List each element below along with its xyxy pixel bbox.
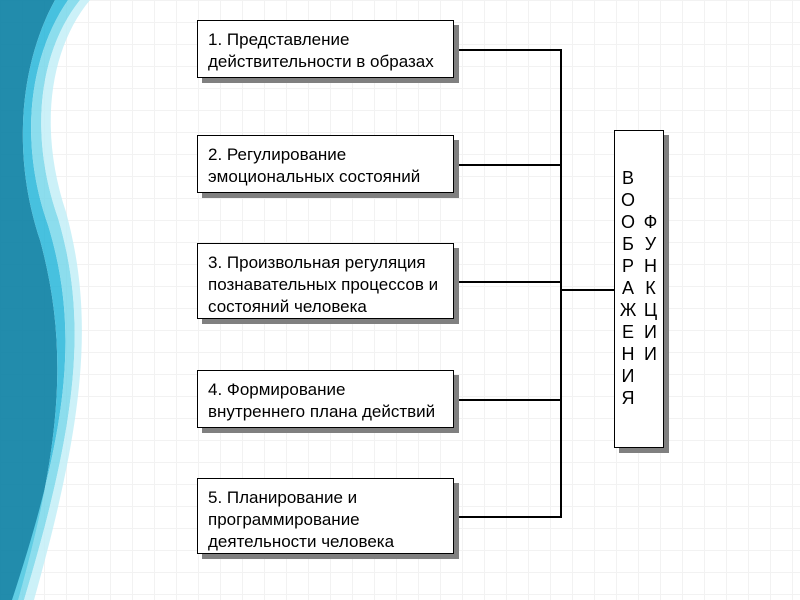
box-1-text: 1. Представление действительности в обра… bbox=[208, 30, 434, 71]
bracket-branch-2 bbox=[454, 164, 562, 166]
bracket-to-title bbox=[560, 289, 614, 291]
box-5: 5. Планирование и программирование деяте… bbox=[197, 478, 454, 554]
box-1: 1. Представление действительности в обра… bbox=[197, 20, 454, 78]
bracket-branch-3 bbox=[454, 281, 562, 283]
slide-canvas: 1. Представление действительности в обра… bbox=[0, 0, 800, 600]
title-box: ФУНКЦИИ ВООБРАЖЕНИЯ bbox=[614, 130, 664, 448]
box-3-text: 3. Произвольная регуляция познавательных… bbox=[208, 253, 438, 316]
box-5-text: 5. Планирование и программирование деяте… bbox=[208, 488, 394, 551]
bracket-branch-1 bbox=[454, 49, 562, 51]
box-4: 4. Формирование внутреннего плана действ… bbox=[197, 370, 454, 428]
title-box-text: ФУНКЦИИ ВООБРАЖЕНИЯ bbox=[625, 139, 653, 439]
bracket-trunk bbox=[560, 49, 562, 518]
box-2: 2. Регулирование эмоциональных состояний bbox=[197, 135, 454, 193]
box-3: 3. Произвольная регуляция познавательных… bbox=[197, 243, 454, 319]
box-2-text: 2. Регулирование эмоциональных состояний bbox=[208, 145, 420, 186]
bracket-branch-4 bbox=[454, 399, 562, 401]
box-4-text: 4. Формирование внутреннего плана действ… bbox=[208, 380, 435, 421]
bracket-branch-5 bbox=[454, 516, 562, 518]
